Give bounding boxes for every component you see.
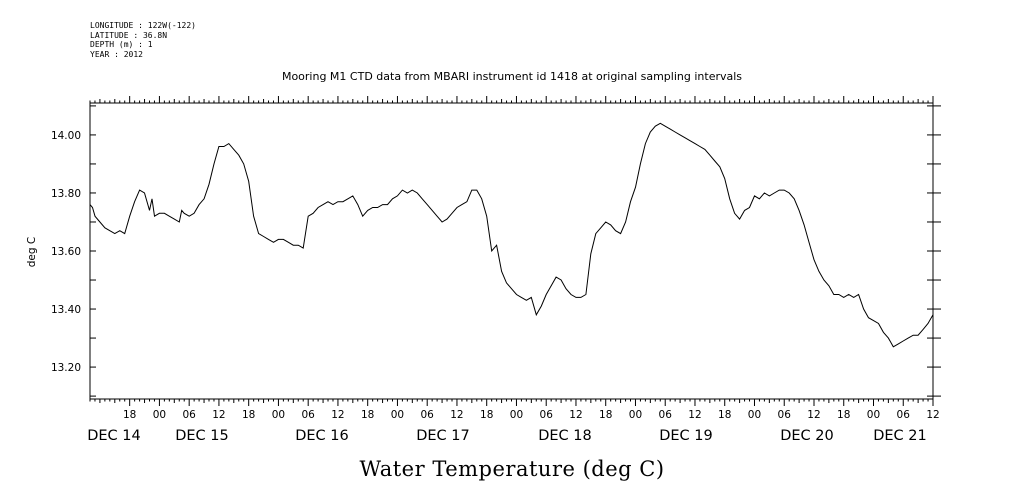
y-tick-label: 13.80 bbox=[51, 188, 81, 200]
y-tick-label: 13.40 bbox=[51, 304, 81, 316]
x-tick-label: 00 bbox=[391, 409, 404, 421]
x-day-label: DEC 21 bbox=[873, 428, 927, 444]
latitude-label: LATITUDE : 36.8N bbox=[90, 30, 168, 40]
x-tick-label: 06 bbox=[897, 409, 911, 421]
x-tick-label: 12 bbox=[926, 409, 939, 421]
x-tick-label: 00 bbox=[867, 409, 880, 421]
y-tick-label: 13.60 bbox=[51, 246, 81, 258]
x-day-label: DEC 18 bbox=[538, 428, 592, 444]
x-tick-label: 12 bbox=[450, 409, 463, 421]
x-day-label: DEC 20 bbox=[780, 428, 834, 444]
series-line bbox=[89, 122, 934, 348]
x-tick-label: 06 bbox=[421, 409, 435, 421]
metadata-block: LONGITUDE : 122W(-122) LATITUDE : 36.8N … bbox=[90, 21, 196, 59]
x-tick-label: 12 bbox=[688, 409, 701, 421]
plot-frame bbox=[89, 102, 934, 400]
x-tick-label: 06 bbox=[182, 409, 196, 421]
x-tick-label: 06 bbox=[778, 409, 792, 421]
x-tick-label: 00 bbox=[748, 409, 761, 421]
x-tick-label: 00 bbox=[510, 409, 523, 421]
x-tick-label: 06 bbox=[659, 409, 673, 421]
x-tick-label: 00 bbox=[153, 409, 166, 421]
year-label: YEAR : 2012 bbox=[90, 49, 143, 59]
chart-title: Mooring M1 CTD data from MBARI instrumen… bbox=[282, 70, 742, 83]
x-tick-label: 12 bbox=[212, 409, 225, 421]
depth-label: DEPTH (m) : 1 bbox=[90, 40, 153, 49]
x-tick-label: 18 bbox=[837, 409, 850, 421]
axes-layer: 18 00 06 12 18 00 06 12 18 00 06 12 18 00 06 12 18 00 06 12… bbox=[51, 96, 941, 444]
longitude-label: LONGITUDE : 122W(-122) bbox=[90, 21, 196, 30]
x-day-label: DEC 17 bbox=[416, 428, 470, 444]
y-tick-label: 13.20 bbox=[51, 362, 81, 374]
x-tick-label: 18 bbox=[480, 409, 493, 421]
y-axis-label: deg C bbox=[26, 237, 38, 267]
x-tick-label: 18 bbox=[361, 409, 374, 421]
x-tick-label: 12 bbox=[569, 409, 582, 421]
x-day-label: DEC 16 bbox=[295, 428, 349, 444]
x-tick-label: 18 bbox=[718, 409, 731, 421]
x-tick-label: 18 bbox=[242, 409, 255, 421]
y-tick-label: 14.00 bbox=[51, 130, 81, 142]
x-tick-label: 18 bbox=[599, 409, 612, 421]
x-tick-label: 00 bbox=[272, 409, 285, 421]
x-day-label: DEC 15 bbox=[175, 428, 229, 444]
x-day-label: DEC 14 bbox=[87, 428, 141, 444]
x-tick-label: 06 bbox=[302, 409, 316, 421]
x-tick-label: 06 bbox=[540, 409, 554, 421]
x-tick-label: 12 bbox=[807, 409, 820, 421]
x-tick-label: 12 bbox=[331, 409, 344, 421]
x-day-label: DEC 19 bbox=[659, 428, 713, 444]
chart-caption: Water Temperature (deg C) bbox=[359, 457, 664, 481]
x-tick-label: 00 bbox=[629, 409, 642, 421]
x-tick-label: 18 bbox=[123, 409, 136, 421]
